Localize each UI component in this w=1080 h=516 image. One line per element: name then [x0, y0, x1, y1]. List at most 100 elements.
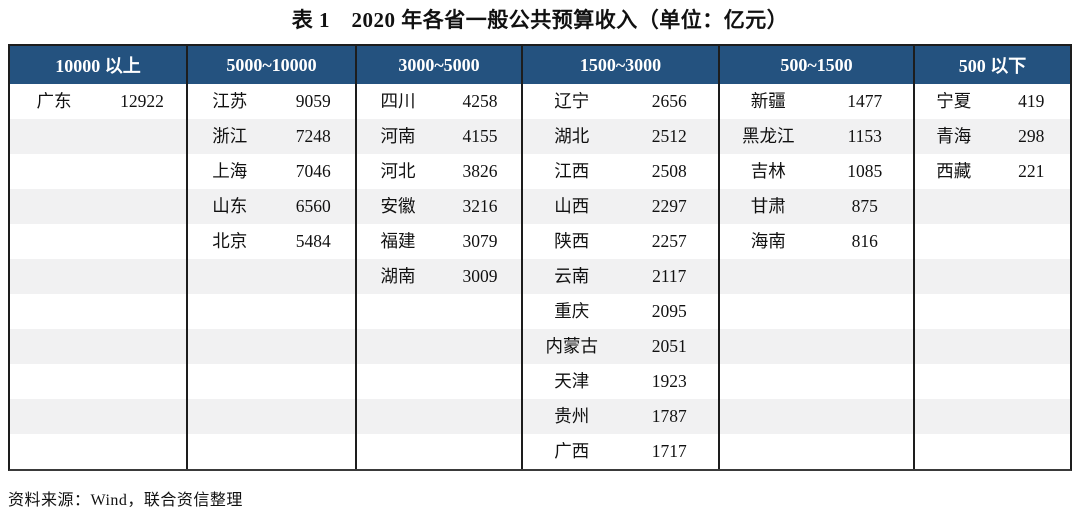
table-column: 新疆 1477 黑龙江 1153 吉林 1085 甘肃 875 海南 816 [718, 84, 913, 469]
province-value: 3216 [462, 196, 498, 216]
table-caption: 表 1 2020 年各省一般公共预算收入（单位：亿元） [291, 8, 789, 32]
province-value: 7248 [295, 126, 331, 146]
province-name: 广东 [36, 91, 72, 111]
budget-revenue-table: 10000 以上 5000~10000 3000~5000 1500~3000 500~… [8, 44, 1072, 471]
province-value: 298 [1018, 126, 1045, 146]
province-name: 江苏 [212, 91, 248, 111]
column-header: 10000 以上 [10, 46, 186, 84]
table-cell [720, 434, 913, 469]
table-cell: 广西 1717 [523, 434, 718, 469]
table-cell: 湖南 3009 [357, 259, 521, 294]
province-value: 9059 [295, 91, 331, 111]
province-value: 1787 [651, 406, 687, 426]
province-name: 陕西 [554, 231, 590, 251]
province-value: 2051 [651, 336, 687, 356]
table-cell: 云南 2117 [523, 259, 718, 294]
table-cell: 重庆 2095 [523, 294, 718, 329]
table-cell: 辽宁 2656 [523, 84, 718, 119]
table-cell: 上海 7046 [188, 154, 355, 189]
table-cell: 青海 298 [915, 119, 1070, 154]
table-cell: 陕西 2257 [523, 224, 718, 259]
table-cell [357, 399, 521, 434]
province-name: 安徽 [380, 196, 416, 216]
table-cell [10, 189, 186, 224]
table-cell: 天津 1923 [523, 364, 718, 399]
province-name: 辽宁 [554, 91, 590, 111]
province-name: 江西 [554, 161, 590, 181]
province-name: 天津 [554, 371, 590, 391]
province-value: 4258 [462, 91, 498, 111]
table-cell [10, 364, 186, 399]
table-cell: 甘肃 875 [720, 189, 913, 224]
table-cell [188, 399, 355, 434]
table-cell [10, 154, 186, 189]
table-cell [915, 189, 1070, 224]
table-cell [915, 364, 1070, 399]
table-cell: 江苏 9059 [188, 84, 355, 119]
province-value: 2508 [651, 161, 687, 181]
table-cell: 山西 2297 [523, 189, 718, 224]
table-cell [915, 399, 1070, 434]
table-cell [720, 259, 913, 294]
table-cell [720, 364, 913, 399]
table-column: 辽宁 2656 湖北 2512 江西 2508 山西 2297 陕西 2257 云南 2117 重庆 20… [521, 84, 718, 469]
province-value: 1153 [847, 126, 882, 146]
province-name: 甘肃 [750, 196, 786, 216]
province-name: 西藏 [936, 161, 972, 181]
province-name: 云南 [554, 266, 590, 286]
table-cell [720, 329, 913, 364]
province-name: 黑龙江 [742, 126, 795, 146]
table-cell: 内蒙古 2051 [523, 329, 718, 364]
province-name: 山东 [212, 196, 248, 216]
province-name: 广西 [554, 441, 590, 461]
province-name: 宁夏 [936, 91, 972, 111]
province-name: 湖北 [554, 126, 590, 146]
province-name: 新疆 [750, 91, 786, 111]
table-cell [188, 364, 355, 399]
table-cell [915, 224, 1070, 259]
province-value: 2297 [651, 196, 687, 216]
province-value: 3009 [462, 266, 498, 286]
table-cell [357, 434, 521, 469]
table-cell [10, 294, 186, 329]
column-header: 500~1500 [718, 46, 913, 84]
province-name: 吉林 [750, 161, 786, 181]
province-value: 419 [1018, 91, 1045, 111]
province-value: 2117 [652, 266, 687, 286]
table-cell [915, 294, 1070, 329]
table-cell [10, 399, 186, 434]
province-value: 3079 [462, 231, 498, 251]
table-cell [10, 329, 186, 364]
table-header-row: 10000 以上 5000~10000 3000~5000 1500~3000 500~… [10, 46, 1070, 84]
table-cell: 宁夏 419 [915, 84, 1070, 119]
province-value: 2257 [651, 231, 687, 251]
table-column: 江苏 9059 浙江 7248 上海 7046 山东 6560 北京 5484 [186, 84, 355, 469]
table-column: 宁夏 419 青海 298 西藏 221 [913, 84, 1070, 469]
province-value: 2656 [651, 91, 687, 111]
province-value: 4155 [462, 126, 498, 146]
province-name: 河南 [380, 126, 416, 146]
table-cell: 浙江 7248 [188, 119, 355, 154]
province-name: 河北 [380, 161, 416, 181]
table-cell [720, 399, 913, 434]
province-value: 816 [851, 231, 878, 251]
province-name: 贵州 [554, 406, 590, 426]
table-cell: 福建 3079 [357, 224, 521, 259]
table-cell: 山东 6560 [188, 189, 355, 224]
table-cell [188, 434, 355, 469]
table-cell [10, 434, 186, 469]
province-name: 上海 [212, 161, 248, 181]
table-cell [357, 329, 521, 364]
table-cell [10, 119, 186, 154]
table-cell [188, 259, 355, 294]
province-value: 2095 [651, 301, 687, 321]
table-cell: 四川 4258 [357, 84, 521, 119]
province-name: 福建 [380, 231, 416, 251]
province-name: 海南 [750, 231, 786, 251]
province-value: 1717 [651, 441, 687, 461]
table-cell: 新疆 1477 [720, 84, 913, 119]
table-cell [188, 294, 355, 329]
table-cell [915, 329, 1070, 364]
province-value: 2512 [651, 126, 687, 146]
